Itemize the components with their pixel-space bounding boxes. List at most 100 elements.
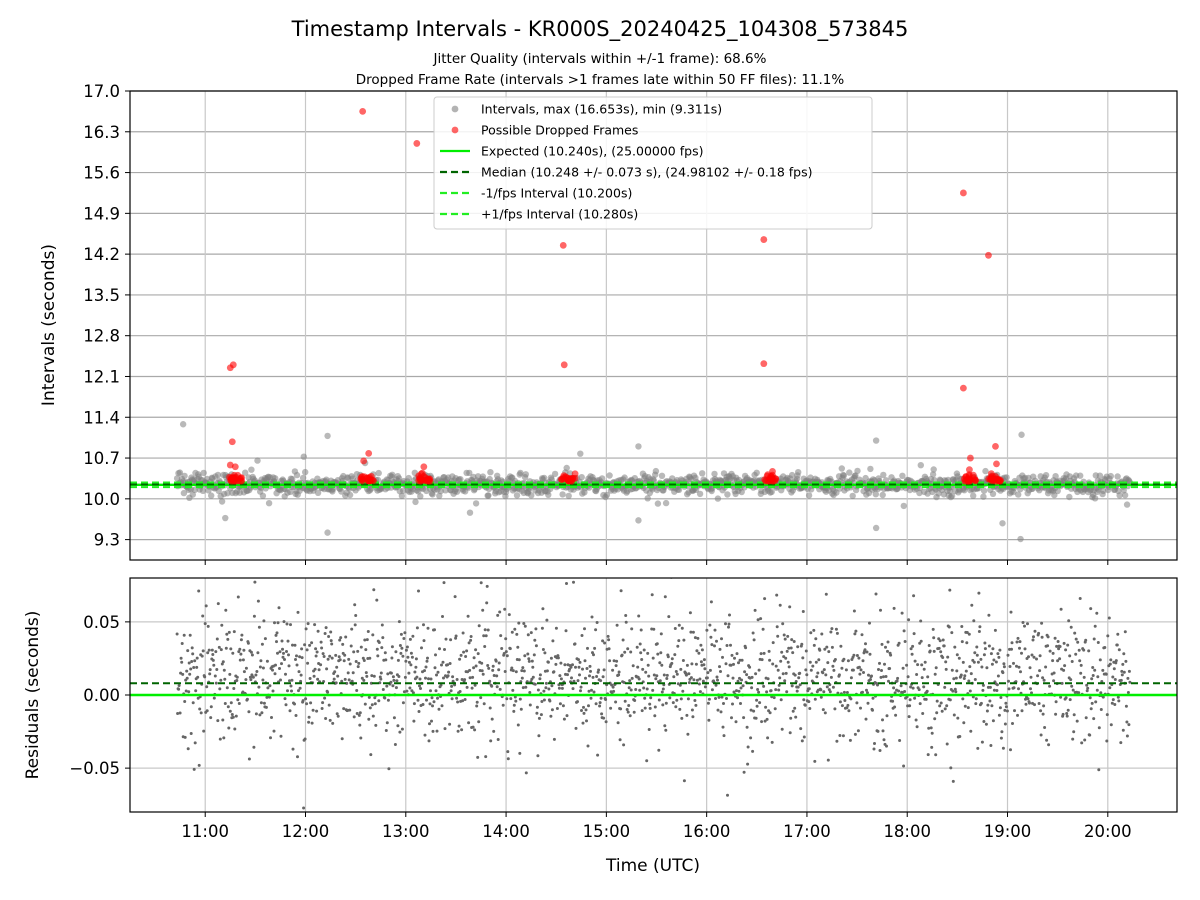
residual-point: [331, 721, 335, 725]
residual-point: [864, 642, 867, 646]
residual-point: [832, 668, 836, 672]
residual-point: [488, 679, 492, 683]
residual-point: [583, 627, 586, 631]
residual-point: [545, 618, 549, 622]
residual-point: [449, 689, 453, 693]
residual-point: [418, 677, 422, 681]
residual-point: [753, 608, 757, 612]
residual-point: [465, 685, 469, 689]
residual-point: [194, 689, 198, 693]
residual-point: [473, 728, 477, 732]
residual-point: [944, 667, 948, 671]
interval-point: [466, 509, 474, 516]
residual-point: [661, 703, 665, 707]
residual-point: [1057, 647, 1061, 651]
residual-point: [536, 754, 540, 758]
residual-point: [508, 647, 512, 651]
residual-point: [524, 685, 528, 689]
residual-point: [809, 631, 813, 635]
residual-point: [576, 700, 579, 704]
residual-point: [1064, 696, 1068, 700]
residual-point: [707, 718, 711, 722]
residual-point: [408, 686, 412, 690]
residual-point: [1085, 689, 1089, 693]
residual-point: [495, 685, 499, 689]
residual-point: [768, 658, 772, 662]
residual-point: [1078, 597, 1082, 600]
residual-point: [824, 673, 828, 677]
intervals-y-tick-label: 16.3: [83, 123, 120, 142]
residual-point: [559, 677, 563, 681]
residual-point: [325, 667, 329, 671]
residual-point: [485, 601, 489, 605]
residual-point: [893, 691, 897, 695]
residual-point: [983, 641, 987, 645]
residual-point: [402, 690, 406, 694]
residual-point: [902, 629, 906, 633]
residual-point: [242, 648, 246, 652]
residual-point: [1058, 645, 1062, 648]
interval-point: [635, 443, 642, 450]
interval-point: [565, 492, 572, 500]
interval-point: [1114, 473, 1121, 480]
residual-point: [475, 700, 479, 704]
residual-point: [328, 654, 332, 658]
intervals-y-tick-label: 14.2: [83, 245, 120, 264]
interval-point: [287, 488, 294, 496]
residual-point: [520, 669, 524, 673]
residual-point: [783, 679, 787, 683]
residual-point: [390, 645, 394, 649]
residual-point: [265, 659, 269, 663]
residual-point: [802, 735, 806, 739]
residual-point: [205, 709, 209, 713]
residual-point: [511, 669, 515, 673]
residual-point: [324, 717, 328, 720]
residual-point: [1008, 665, 1012, 668]
residual-point: [354, 614, 358, 617]
residual-point: [854, 629, 858, 633]
dropped-frame-point: [413, 140, 421, 147]
residual-point: [299, 679, 303, 683]
dropped-frame-point: [767, 472, 775, 480]
residual-point: [213, 674, 217, 678]
residual-point: [279, 678, 282, 682]
residual-point: [506, 750, 510, 754]
residual-point: [468, 668, 472, 672]
residual-point: [343, 677, 347, 681]
residual-point: [628, 714, 632, 718]
residual-point: [177, 684, 181, 687]
residual-point: [973, 678, 977, 681]
residual-point: [619, 707, 623, 711]
residual-point: [879, 675, 883, 679]
residual-point: [928, 649, 932, 653]
residual-point: [228, 672, 232, 676]
residual-point: [492, 729, 496, 733]
residual-point: [1111, 675, 1115, 679]
residual-point: [623, 650, 627, 654]
residual-point: [680, 716, 684, 720]
residual-point: [401, 654, 405, 658]
residual-point: [1093, 668, 1097, 672]
residual-point: [820, 632, 824, 636]
residual-point: [260, 711, 264, 715]
interval-point: [272, 475, 279, 482]
residual-point: [610, 683, 614, 687]
residual-point: [1010, 647, 1013, 651]
residual-point: [587, 704, 590, 708]
residual-point: [958, 735, 962, 738]
residual-point: [371, 633, 375, 637]
residual-point: [774, 688, 778, 692]
residual-point: [1087, 649, 1091, 653]
interval-point: [879, 491, 886, 499]
residual-point: [622, 743, 626, 747]
interval-point: [1107, 472, 1115, 480]
residual-point: [258, 713, 262, 717]
residual-point: [766, 736, 770, 740]
residual-point: [784, 656, 788, 660]
residual-point: [1062, 668, 1066, 672]
residual-point: [1015, 640, 1019, 644]
residual-point: [1030, 653, 1034, 657]
residual-point: [541, 607, 545, 611]
residual-point: [868, 652, 872, 656]
residual-point: [1051, 651, 1055, 655]
